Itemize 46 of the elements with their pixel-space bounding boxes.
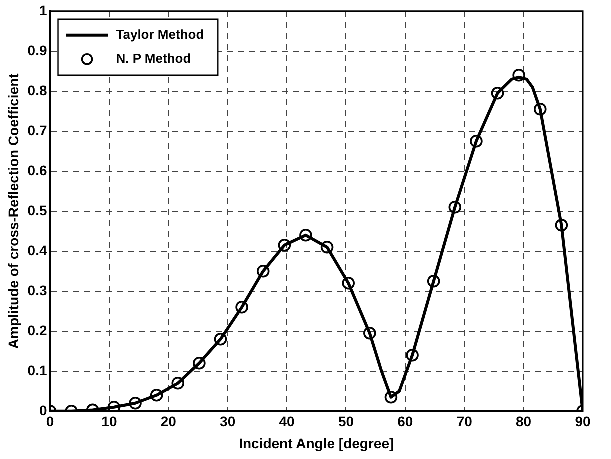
x-tick-label: 60 bbox=[398, 414, 414, 430]
point bbox=[256, 265, 270, 278]
point bbox=[534, 103, 547, 116]
point bbox=[427, 275, 440, 288]
point bbox=[214, 333, 228, 346]
y-tick-label: 0.6 bbox=[28, 162, 48, 178]
x-tick-label: 70 bbox=[456, 414, 473, 430]
point bbox=[300, 229, 312, 242]
x-tick-label: 30 bbox=[220, 414, 236, 430]
point bbox=[129, 397, 142, 410]
point bbox=[320, 241, 334, 254]
y-tick-label: 0.1 bbox=[28, 362, 48, 378]
point bbox=[512, 69, 526, 82]
point bbox=[406, 349, 419, 362]
y-tick-label: 0 bbox=[39, 402, 48, 418]
y-tick-label: 0.2 bbox=[28, 322, 48, 338]
y-tick-label: 0.9 bbox=[28, 42, 48, 58]
legend-label: N. P Method bbox=[116, 50, 192, 66]
legend-label: Taylor Method bbox=[116, 26, 204, 42]
point bbox=[278, 239, 292, 252]
y-tick-label: 0.5 bbox=[28, 202, 48, 218]
point bbox=[108, 401, 121, 412]
point bbox=[236, 301, 248, 314]
point bbox=[364, 327, 376, 340]
x-tick-label: 50 bbox=[338, 414, 354, 430]
point bbox=[555, 219, 568, 232]
x-tick-label: 80 bbox=[516, 414, 532, 430]
point bbox=[384, 391, 398, 404]
x-tick-label: 20 bbox=[160, 414, 177, 430]
point bbox=[470, 135, 483, 148]
y-tick-label: 0.7 bbox=[28, 122, 48, 138]
x-tick-label: 90 bbox=[575, 414, 591, 430]
x-axis-title: Incident Angle [degree] bbox=[239, 435, 394, 452]
x-tick-label: 40 bbox=[279, 414, 296, 430]
point bbox=[491, 87, 504, 100]
y-tick-label: 0.3 bbox=[28, 282, 48, 298]
y-tick-label: 0.4 bbox=[28, 242, 48, 258]
y-tick-label: 0.8 bbox=[28, 82, 48, 98]
y-axis-title: Amplitude of cross-Reflection Coefficient bbox=[5, 73, 22, 350]
point bbox=[342, 277, 355, 290]
point bbox=[172, 377, 185, 390]
y-tick-label: 1 bbox=[39, 2, 48, 18]
point bbox=[150, 389, 164, 402]
x-tick-label: 10 bbox=[102, 414, 118, 430]
point bbox=[448, 201, 462, 214]
point bbox=[193, 357, 206, 370]
